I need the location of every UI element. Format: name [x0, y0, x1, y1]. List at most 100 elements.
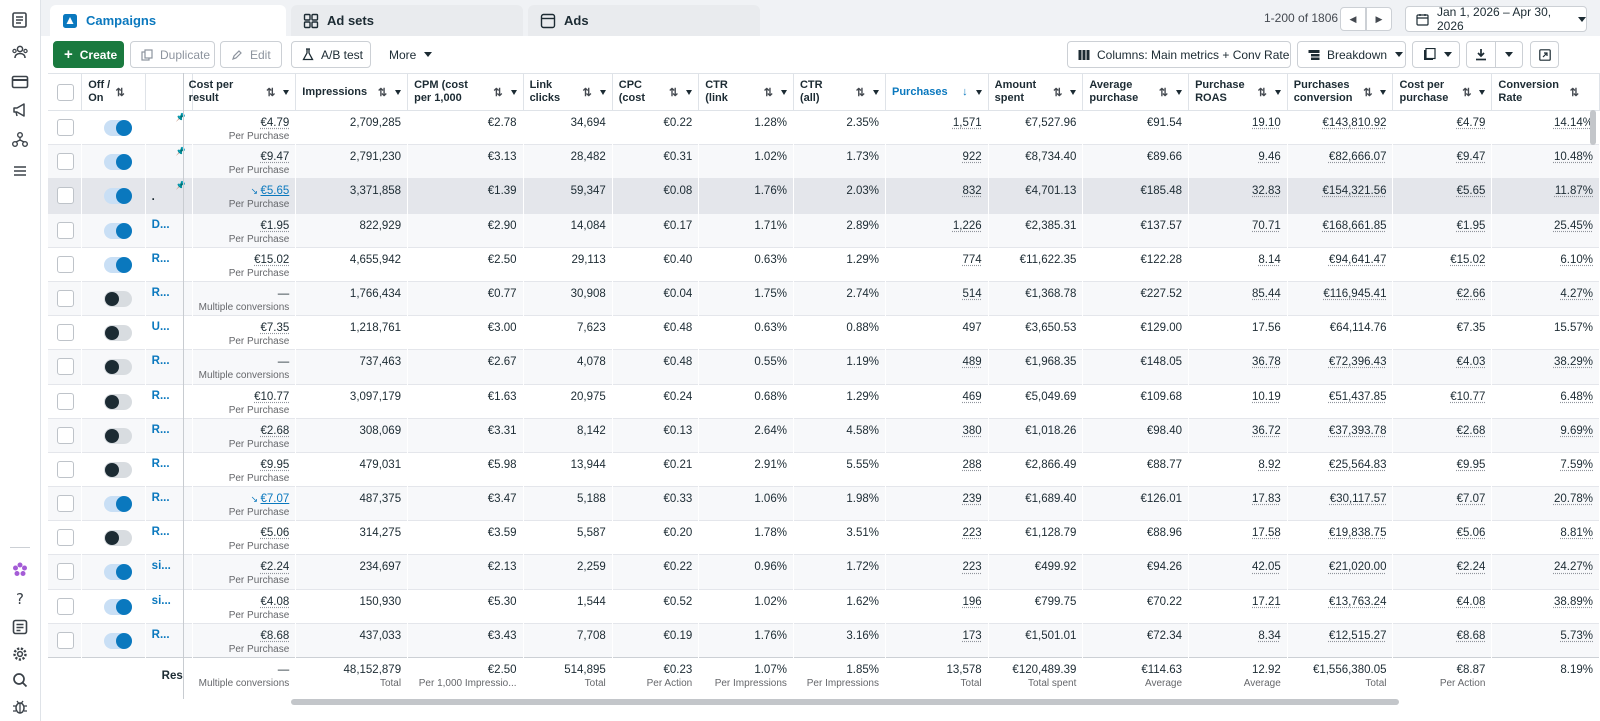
edit-button[interactable]: Edit: [220, 41, 282, 68]
table-row[interactable]: U... €7.35 Per Purchase 1,218,761 €3.00 7,623…: [48, 316, 1600, 350]
row-checkbox[interactable]: [57, 255, 74, 273]
row-checkbox[interactable]: [57, 187, 74, 205]
reports-menu-button[interactable]: [1412, 41, 1460, 68]
header-off-on[interactable]: Off / On ⇅: [81, 73, 146, 111]
campaign-name-cell[interactable]: R...: [145, 418, 193, 453]
hierarchy-icon[interactable]: [10, 130, 30, 150]
select-all-checkbox[interactable]: [57, 83, 74, 101]
campaign-name-cell[interactable]: R...: [145, 349, 193, 384]
delivery-toggle[interactable]: [104, 325, 133, 342]
table-row[interactable]: si... €2.24 Per Purchase 234,697 €2.13 2,259 €…: [48, 554, 1600, 590]
table-row[interactable]: R... €8.68 Per Purchase 437,033 €3.43 7,708 €0…: [48, 623, 1600, 658]
table-row[interactable]: D... €1.95 Per Purchase 822,929 €2.90 14,084 €…: [48, 213, 1600, 248]
table-row[interactable]: R... — Multiple conversions 1,766,434 €0.77 3…: [48, 281, 1600, 316]
campaign-name[interactable]: R...: [151, 628, 170, 641]
campaign-name-cell[interactable]: U...: [145, 316, 192, 350]
table-row[interactable]: 📌 €4.79 Per Purchase 2,709,285 €2.78 34,694 €0…: [48, 111, 1600, 145]
header-cpm[interactable]: CPM (cost per 1,000 impressions) ⇅: [407, 73, 524, 111]
campaign-name-cell[interactable]: D...: [145, 213, 193, 248]
export-button[interactable]: [1466, 41, 1496, 68]
table-row[interactable]: si... €4.08 Per Purchase 150,930 €5.30 1,544 €…: [48, 589, 1600, 624]
campaign-name-cell[interactable]: . 📌: [145, 178, 193, 214]
campaign-name-cell[interactable]: si...: [145, 589, 192, 623]
row-checkbox[interactable]: [57, 631, 74, 649]
delivery-toggle[interactable]: [104, 393, 133, 410]
tab-ads[interactable]: Ads: [528, 5, 760, 36]
table-row[interactable]: R... €9.95 Per Purchase 479,031 €5.98 13,944 €…: [48, 452, 1600, 487]
tab-campaigns[interactable]: Campaigns: [50, 5, 286, 36]
header-purchases-conversion[interactable]: Purchases conversion value ⇅: [1287, 73, 1394, 111]
row-checkbox[interactable]: [57, 392, 74, 410]
delivery-toggle[interactable]: [104, 359, 133, 376]
header-amount-spent[interactable]: Amount spent ⇅: [988, 73, 1084, 111]
delivery-toggle[interactable]: [104, 564, 133, 581]
table-row[interactable]: R... €5.06 Per Purchase 314,275 €3.59 5,587 €0…: [48, 521, 1600, 555]
help-icon[interactable]: ?: [10, 589, 30, 609]
campaign-name[interactable]: R...: [151, 457, 170, 470]
expand-button[interactable]: [1530, 41, 1559, 68]
megaphone-icon[interactable]: [10, 100, 30, 120]
bug-icon[interactable]: [10, 697, 30, 717]
campaign-name[interactable]: R...: [151, 286, 170, 299]
row-checkbox[interactable]: [57, 289, 74, 307]
row-checkbox[interactable]: [57, 563, 74, 581]
campaign-name[interactable]: U...: [151, 321, 170, 334]
settings-icon[interactable]: [10, 644, 30, 664]
menu-icon[interactable]: [10, 161, 30, 181]
header-link-clicks[interactable]: Link clicks ⇅: [523, 73, 613, 111]
header-average-purchase[interactable]: Average purchase conversion value ⇅: [1082, 73, 1190, 111]
delivery-toggle[interactable]: [104, 427, 133, 444]
delivery-toggle[interactable]: [104, 222, 133, 239]
book-icon[interactable]: [10, 10, 30, 30]
row-checkbox[interactable]: [57, 426, 74, 444]
campaign-name-cell[interactable]: 📌: [145, 144, 193, 179]
export-options-button[interactable]: [1495, 41, 1523, 68]
campaign-name[interactable]: R...: [151, 355, 170, 368]
campaign-name-cell[interactable]: R...: [145, 521, 192, 555]
create-button[interactable]: + Create: [53, 41, 124, 68]
campaign-name[interactable]: D...: [151, 218, 170, 231]
header-conversion-rate[interactable]: Conversion Rate ⇅: [1491, 73, 1600, 111]
delivery-toggle[interactable]: [104, 120, 133, 136]
campaign-name-cell[interactable]: R...: [145, 486, 193, 521]
header-purchase-roas[interactable]: Purchase ROAS (return on ad spend) ⇅: [1188, 73, 1288, 111]
row-checkbox[interactable]: [57, 529, 74, 547]
vertical-scrollbar[interactable]: [1590, 110, 1596, 145]
header-impressions[interactable]: Impressions ⇅: [295, 73, 409, 111]
delivery-toggle[interactable]: [104, 461, 133, 478]
card-icon[interactable]: [10, 72, 30, 92]
prev-page-button[interactable]: ◀: [1340, 7, 1366, 31]
row-checkbox[interactable]: [57, 460, 74, 478]
campaign-name-cell[interactable]: R...: [145, 452, 192, 486]
campaign-name-cell[interactable]: si...: [145, 554, 193, 590]
delivery-toggle[interactable]: [104, 154, 133, 171]
campaign-name[interactable]: si...: [151, 594, 171, 607]
breakdown-button[interactable]: Breakdown: [1297, 41, 1406, 68]
header-ctr-link[interactable]: CTR (link click-through rate) ⇅: [698, 73, 794, 111]
delivery-toggle[interactable]: [104, 496, 133, 513]
horizontal-scrollbar[interactable]: [291, 699, 1399, 705]
campaign-name[interactable]: R...: [151, 389, 170, 402]
table-row[interactable]: R... ↘ €7.07 Per Purchase 487,375 €3.47 5,188…: [48, 486, 1600, 521]
row-checkbox[interactable]: [57, 153, 74, 171]
next-page-button[interactable]: ▶: [1366, 7, 1392, 31]
search-icon[interactable]: [10, 670, 30, 690]
row-checkbox[interactable]: [57, 358, 74, 376]
campaign-name-cell[interactable]: 📌: [145, 111, 192, 145]
reports-icon[interactable]: [10, 617, 30, 637]
cost-per-result-value[interactable]: €7.07: [260, 493, 290, 506]
ab-test-button[interactable]: A/B test: [291, 41, 371, 68]
more-button[interactable]: More: [378, 41, 448, 68]
table-row[interactable]: R... — Multiple conversions 737,463 €2.67 4,0…: [48, 349, 1600, 384]
row-checkbox[interactable]: [57, 495, 74, 513]
campaign-name[interactable]: R...: [151, 526, 170, 539]
campaign-name-cell[interactable]: R...: [145, 384, 192, 418]
row-checkbox[interactable]: [57, 119, 74, 136]
table-row[interactable]: R... €2.68 Per Purchase 308,069 €3.31 8,142 €0…: [48, 418, 1600, 453]
header-cpc[interactable]: CPC (cost per link click) ⇅: [612, 73, 700, 111]
delivery-toggle[interactable]: [104, 188, 133, 205]
columns-button[interactable]: Columns: Main metrics + Conv Rate: [1067, 41, 1306, 68]
header-ctr-all[interactable]: CTR (all) ⇅: [793, 73, 887, 111]
table-row[interactable]: R... €10.77 Per Purchase 3,097,179 €1.63 20,9…: [48, 384, 1600, 419]
header-cost-per-purchase[interactable]: Cost per purchase ⇅: [1392, 73, 1493, 111]
